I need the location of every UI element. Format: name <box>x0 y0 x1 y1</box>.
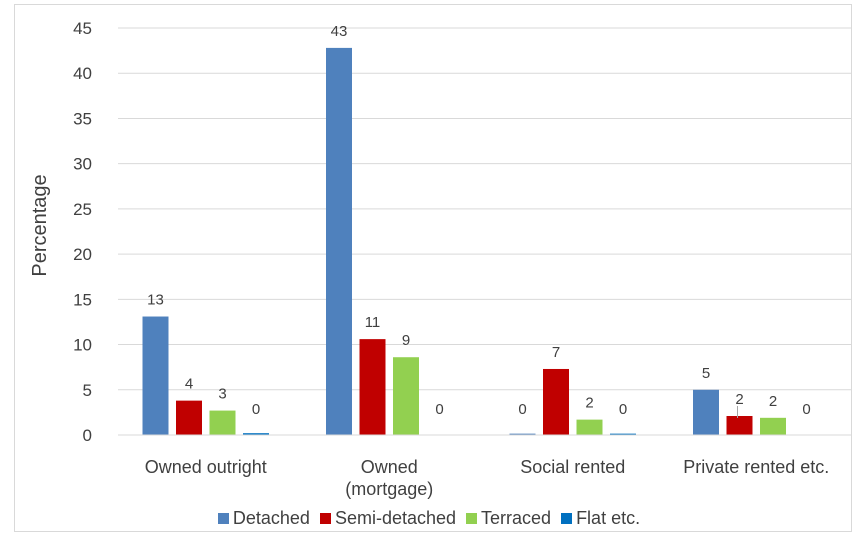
legend-swatch <box>319 513 331 524</box>
bar <box>243 433 269 435</box>
bar <box>576 419 603 435</box>
y-tick-label: 5 <box>83 381 92 400</box>
bar <box>393 357 419 435</box>
bar <box>359 339 386 435</box>
legend-swatch <box>466 513 478 524</box>
bar <box>726 416 753 435</box>
legend-item: Detached <box>217 508 310 529</box>
data-label: 0 <box>518 401 526 418</box>
data-label: 7 <box>552 344 560 361</box>
legend-item: Flat etc. <box>561 508 640 529</box>
legend-swatch <box>561 513 573 524</box>
data-label: 0 <box>802 401 810 418</box>
x-tick-label: (mortgage) <box>345 479 433 499</box>
y-tick-label: 25 <box>73 200 92 219</box>
chart-frame <box>14 4 852 532</box>
data-label: 0 <box>435 401 443 418</box>
y-tick-label: 45 <box>73 19 92 38</box>
data-label: 5 <box>702 365 710 382</box>
y-tick-label: 30 <box>73 155 92 174</box>
data-label: 9 <box>402 332 410 349</box>
bar <box>543 368 569 435</box>
y-tick-label: 35 <box>73 109 92 128</box>
legend-label: Detached <box>232 508 310 528</box>
y-tick-label: 15 <box>73 290 92 309</box>
bar <box>176 400 202 435</box>
x-tick-label: Owned <box>361 457 418 477</box>
y-tick-label: 20 <box>73 245 92 264</box>
data-label: 0 <box>619 401 627 418</box>
bar <box>610 433 636 435</box>
data-label: 2 <box>735 391 743 408</box>
legend-label: Flat etc. <box>576 508 641 528</box>
data-label: 3 <box>218 386 226 403</box>
bar <box>760 417 786 435</box>
data-label: 2 <box>585 395 593 412</box>
data-label: 43 <box>331 23 348 40</box>
data-label: 13 <box>147 292 164 309</box>
y-tick-label: 10 <box>73 336 92 355</box>
legend-item: Terraced <box>466 508 551 529</box>
data-label: 2 <box>769 393 777 410</box>
bar <box>326 47 352 436</box>
data-label: 0 <box>252 401 260 418</box>
x-tick-label: Private rented etc. <box>683 457 829 477</box>
bar <box>209 410 236 435</box>
bar <box>142 316 169 435</box>
x-tick-label: Owned outright <box>145 457 267 477</box>
data-label: 11 <box>365 314 381 331</box>
y-axis-title: Percentage <box>29 174 51 276</box>
y-tick-label: 40 <box>73 64 92 83</box>
data-label: 4 <box>185 376 193 393</box>
bar <box>693 389 719 435</box>
bar <box>509 433 536 435</box>
legend-swatch <box>217 513 229 524</box>
legend-label: Semi-detached <box>334 508 457 528</box>
legend-item: Semi-detached <box>319 508 457 529</box>
y-tick-label: 0 <box>83 426 92 445</box>
x-tick-label: Social rented <box>520 457 625 477</box>
legend-label: Terraced <box>481 508 552 528</box>
chart-legend: Detached Semi-detached Terraced Flat etc. <box>0 508 858 529</box>
